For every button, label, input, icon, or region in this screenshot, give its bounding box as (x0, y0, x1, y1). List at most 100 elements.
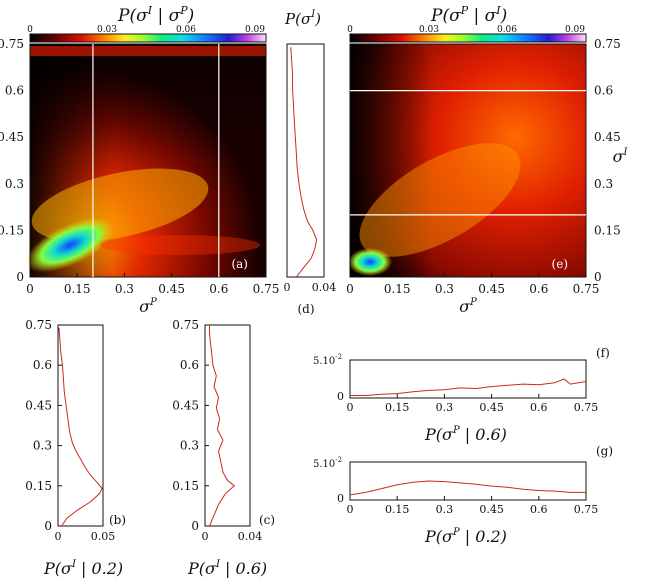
panel-a-xtick-label: 0 (26, 282, 34, 296)
colorbar-left-bar (29, 33, 267, 43)
panel-c-series-line (209, 325, 236, 527)
panel-b-xtick-label: 0 (55, 530, 62, 543)
panel-c-ytick-label: 0 (191, 519, 199, 533)
panel-d-axes: 0 0.04 (284, 47, 336, 294)
panel-f-axes: 0 0.15 0.3 0.45 0.6 0.75 0 (337, 378, 598, 414)
panel-g-frame (349, 461, 587, 501)
panel-e-label: (e) (552, 257, 568, 271)
panel-c-ytick-label: 0.3 (180, 439, 199, 453)
colorbar-right-tick-3: 0.09 (565, 25, 585, 35)
panel-g-ytick-zero: 0 (337, 492, 344, 505)
panel-c-frame (204, 324, 251, 527)
colorbar-right-tick-0: 0 (347, 25, 353, 35)
panel-b-ytick-label: 0 (44, 519, 52, 533)
panel-e-xtick-label: 0.45 (478, 282, 505, 296)
panel-g-xtick-label: 0 (347, 503, 354, 516)
panel-a-ytick-label: 0 (16, 270, 24, 284)
panel-e: (e) 0 0.15 0.3 0.45 0.6 0.7500.150.30.450.60.… (346, 37, 629, 316)
panel-b-ytick-label: 0.3 (33, 439, 52, 453)
colorbar-left-tick-1: 0.03 (97, 25, 117, 35)
panel-c-ytick-label: 0.15 (172, 479, 199, 493)
colorbar-left-tick-0: 0 (27, 25, 33, 35)
panel-a-ytick-label: 0.75 (0, 37, 24, 51)
panel-c-xtick-label: 0.04 (238, 530, 263, 543)
heatmap-a-peak (25, 217, 115, 273)
panel-d-title: P(σI) (284, 9, 321, 28)
panel-d-xtick-label: 0 (284, 281, 291, 294)
panel-e-ytick-label: 0.3 (594, 177, 613, 191)
panel-b: 0 0.05 0 0.15 0.3 0.45 0.6 0.75 (b) P(σI | 0.2) (25, 318, 126, 578)
colorbar-right-tick-2: 0.06 (497, 25, 517, 35)
panel-c-caption: P(σI | 0.6) (187, 559, 267, 578)
panel-a-ytick-label: 0.45 (0, 130, 24, 144)
panel-d: P(σI) 0 0.04 (d) (284, 9, 337, 316)
panel-b-series-line (58, 327, 103, 527)
panel-c-ytick-label: 0.6 (180, 358, 199, 372)
panel-c-ytick-label: 0.75 (172, 318, 199, 332)
panel-e-xtick-label: 0.15 (384, 282, 411, 296)
panel-e-xtick-label: 0.3 (435, 282, 454, 296)
panel-g-ytick: 5.10-2 (313, 456, 342, 470)
panel-a-xtick-label: 0.3 (115, 282, 134, 296)
heatmap-e-frame (349, 43, 587, 278)
panel-f-label: (f) (596, 346, 610, 360)
panel-c-label: (c) (259, 513, 275, 527)
panel-a-ytick-label: 0.3 (5, 177, 24, 191)
panel-f-xtick-label: 0.3 (436, 401, 454, 414)
panel-f-xtick-label: 0.15 (385, 401, 410, 414)
panel-b-ytick-label: 0.15 (25, 479, 52, 493)
panel-a-xtick-label: 0.45 (158, 282, 185, 296)
panel-b-ytick-label: 0.45 (25, 398, 52, 412)
colorbar-left-tick-2: 0.06 (176, 25, 196, 35)
panel-a-ytick-label: 0.15 (0, 223, 24, 237)
panel-a-label: (a) (231, 257, 248, 271)
panel-e-xtick-label: 0.6 (529, 282, 548, 296)
panel-g-caption: P(σP | 0.2) (424, 527, 507, 546)
panel-a-xtick-label: 0.75 (253, 282, 280, 296)
colorbar-left-tick-3: 0.09 (245, 25, 265, 35)
heatmap-e-ridge (359, 143, 521, 257)
panel-f: 5.10-2 0 0.15 0.3 0.45 0.6 0.75 0 (f) P(σP | 0… (313, 346, 610, 444)
panel-e-ylabel: σI (613, 147, 629, 166)
panel-f-series-line (350, 378, 587, 396)
panel-g: 5.10-2 0 0.15 0.3 0.45 0.6 0.75 0 (g) P(σP | 0… (313, 444, 613, 546)
panel-e-xlabel: σP (459, 297, 477, 316)
panel-e-ytick-label: 0.15 (594, 223, 621, 237)
panel-c: 0 0.04 0 0.15 0.3 0.45 0.6 0.75 (c) P(σI | 0.6) (172, 318, 275, 578)
panel-a-ytick-label: 0.6 (5, 84, 24, 98)
panel-g-axes: 0 0.15 0.3 0.45 0.6 0.75 0 (337, 480, 599, 516)
panel-c-axes: 0 0.04 0 0.15 0.3 0.45 0.6 0.75 (172, 318, 262, 543)
colorbar-right: P(σP | σI) 0 0.03 0.06 0.09 (347, 4, 587, 43)
panel-g-label: (g) (596, 444, 613, 458)
panel-e-ytick-label: 0.45 (594, 130, 621, 144)
panel-b-caption: P(σI | 0.2) (43, 559, 123, 578)
panel-f-ytick: 5.10-2 (313, 353, 342, 367)
panel-b-label: (b) (109, 513, 126, 527)
panel-f-xtick-label: 0.45 (479, 401, 504, 414)
panel-a-axes: 0 0.15 0.3 0.45 0.6 0.75 0 0.15 0.3 0.45 0.6 0.75 (0, 37, 279, 296)
panel-c-xtick-label: 0 (202, 530, 209, 543)
panel-a-xlabel: σP (139, 297, 157, 316)
panel-a-xtick-label: 0.6 (209, 282, 228, 296)
panel-f-xtick-label: 0.6 (530, 401, 548, 414)
panel-c-ytick-label: 0.45 (172, 398, 199, 412)
colorbar-right-bar (349, 33, 587, 43)
heatmap-a-top-band (30, 46, 266, 56)
colorbar-left-title: P(σI | σP) (117, 4, 194, 26)
panel-a: (a) 0 0.15 0.3 0.45 0.6 0.75 0 0.15 0.3 0.45 0.6 0.… (0, 37, 279, 316)
panel-f-xtick-label: 0 (347, 401, 354, 414)
panel-g-xtick-label: 0.45 (479, 503, 504, 516)
panel-f-ytick-zero: 0 (337, 390, 344, 403)
panel-g-xtick-label: 0.6 (530, 503, 548, 516)
colorbar-left: P(σI | σP) 0 0.03 0.06 0.09 (27, 4, 267, 43)
panel-g-xtick-label: 0.3 (436, 503, 454, 516)
heatmap-a-floor (100, 235, 260, 255)
colorbar-right-tick-1: 0.03 (419, 25, 439, 35)
heatmap-e-peak (348, 248, 392, 276)
panel-g-xtick-label: 0.75 (574, 503, 599, 516)
panel-e-ytick-label: 0.75 (594, 37, 621, 51)
panel-d-label: (d) (297, 302, 314, 316)
heatmap-a-frame (29, 43, 267, 278)
